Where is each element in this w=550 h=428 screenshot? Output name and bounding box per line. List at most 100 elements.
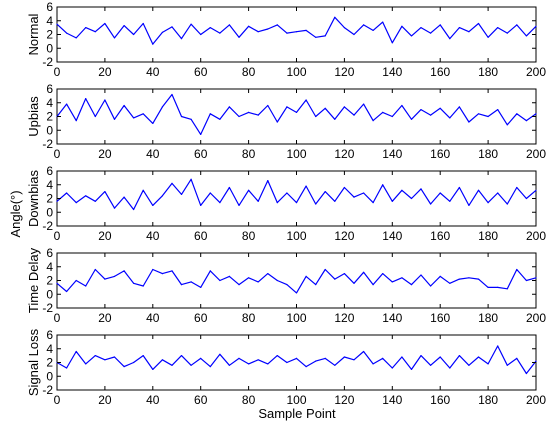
- panel-1-data-point: [56, 23, 58, 25]
- panel-4-series-line: [56, 268, 537, 294]
- panel-2-data-point: [152, 122, 154, 124]
- panel-1-data-point: [305, 29, 307, 31]
- panel-1-data-point: [104, 22, 106, 25]
- panel-4-data-point: [219, 279, 221, 282]
- panel-2-data-point: [487, 115, 489, 118]
- panel-2-data-point: [439, 107, 441, 109]
- panel-4-y-tick-label: -2: [42, 301, 53, 315]
- panel-2-data-point: [104, 99, 106, 101]
- panel-1-data-point: [123, 25, 125, 27]
- panel-5-data-point: [295, 357, 298, 359]
- panel-5-x-tick-label: 20: [98, 393, 112, 407]
- panel-1-data-point: [161, 31, 163, 33]
- panel-1-data-point: [391, 42, 393, 44]
- panel-5-y-tick-label: 4: [46, 342, 53, 356]
- panel-2-data-point: [142, 113, 144, 115]
- panel-3-y-axis-label: Downbias: [26, 169, 41, 227]
- panel-1-data-point: [228, 24, 230, 26]
- panel-2-y-axis-label: Upbias: [26, 96, 41, 137]
- panel-5-y-axis-label: Signal Loss: [26, 328, 41, 396]
- panel-2-data-point: [506, 124, 508, 126]
- panel-4-data-point: [420, 274, 422, 276]
- panel-3-data-point: [353, 196, 355, 198]
- panel-3-data-point: [219, 202, 221, 204]
- panel-1-data-point: [497, 27, 499, 29]
- panel-3-data-point: [171, 182, 173, 184]
- panel-1-y-tick-label: 0: [46, 41, 53, 55]
- panel-3-data-point: [334, 200, 336, 202]
- panel-4-data-point: [113, 275, 116, 277]
- panel-1-axes: [56, 6, 537, 63]
- panel-2-data-point: [324, 107, 326, 109]
- panel-5-data-point: [497, 345, 499, 347]
- panel-5-x-tick-label: 80: [242, 393, 256, 407]
- panel-2-data-point: [315, 115, 317, 118]
- panel-2-data-point: [372, 120, 374, 122]
- panel-2-data-point: [363, 103, 365, 105]
- panel-1-x-tick-label: 120: [334, 65, 354, 79]
- panel-2-data-point: [420, 109, 422, 111]
- panel-2-data-point: [133, 117, 135, 119]
- shared-y-axis-label: Angle(°): [8, 190, 23, 237]
- panel-3-data-point: [190, 178, 192, 180]
- panel-4-data-point: [363, 271, 365, 273]
- panel-5-x-tick-label: 40: [146, 393, 160, 407]
- panel-1-x-tick-label: 100: [286, 65, 306, 79]
- panel-2-data-point: [458, 106, 460, 108]
- panel-1-data-point: [324, 35, 326, 37]
- panel-4-y-tick-label: 6: [46, 246, 53, 260]
- x-axis-label: Sample Point: [258, 406, 336, 421]
- panel-4-data-point: [133, 282, 135, 284]
- panel-4-data-point: [94, 268, 96, 271]
- panel-3-data-point: [267, 180, 269, 182]
- panel-3-x-tick-label: 40: [146, 229, 160, 243]
- panel-3-y-tick-label: 0: [46, 205, 53, 219]
- panel-3-y-tick-label: 2: [46, 192, 53, 206]
- panel-5-x-tick-label: 200: [526, 393, 546, 407]
- panel-5-x-tick-label: 140: [382, 393, 402, 407]
- panel-4-axes: [56, 252, 537, 309]
- panel-5-data-point: [343, 356, 345, 358]
- panel-3-x-tick-label: 200: [526, 229, 546, 243]
- panel-2-data-point: [497, 109, 499, 111]
- panel-2-data-point: [516, 113, 518, 115]
- panel-3-data-point: [468, 204, 470, 206]
- panel-2-data-point: [180, 115, 183, 118]
- panel-3-data-point: [113, 207, 116, 209]
- panel-4-x-tick-label: 200: [526, 311, 546, 325]
- panel-2-x-tick-label: 120: [334, 147, 354, 161]
- panel-2-data-point: [238, 115, 240, 118]
- panel-2-x-tick-label: 100: [286, 147, 306, 161]
- panel-4-y-tick-label: 4: [46, 260, 53, 274]
- panel-1-data-point: [257, 31, 259, 33]
- panel-2-x-tick-label: 40: [146, 147, 160, 161]
- panel-1-data-point: [439, 24, 441, 26]
- panel-2-data-point: [343, 106, 345, 108]
- panel-3-axes: [56, 170, 537, 227]
- panel-1-data-point: [315, 36, 317, 38]
- panel-2-data-point: [353, 114, 355, 116]
- panel-5-data-point: [487, 363, 489, 365]
- panel-3-data-point: [209, 192, 211, 194]
- panel-4-data-point: [152, 268, 154, 271]
- panel-3-data-point: [85, 195, 87, 197]
- panel-4-data-point: [209, 270, 211, 272]
- panel-3-data-point: [295, 202, 298, 204]
- panel-1-x-tick-label: 200: [526, 65, 546, 79]
- panel-4-data-point: [286, 284, 288, 286]
- panel-1-data-point: [267, 28, 269, 30]
- panel-3-data-point: [248, 189, 250, 191]
- panel-4-data-point: [391, 281, 393, 283]
- panel-2-data-point: [305, 99, 307, 101]
- panel-3-x-tick-label: 180: [478, 229, 498, 243]
- panel-4-data-point: [343, 273, 345, 275]
- panel-3-data-point: [180, 193, 183, 195]
- panel-5-data-point: [66, 367, 68, 369]
- panel-5-data-point: [228, 364, 230, 366]
- panel-1-data-point: [535, 25, 537, 27]
- panel-2-y-tick-label: 2: [46, 110, 53, 124]
- panel-1-data-point: [410, 35, 413, 37]
- panel-3-x-tick-label: 0: [54, 229, 61, 243]
- panel-2-data-point: [449, 117, 451, 119]
- panel-4-data-point: [468, 277, 470, 279]
